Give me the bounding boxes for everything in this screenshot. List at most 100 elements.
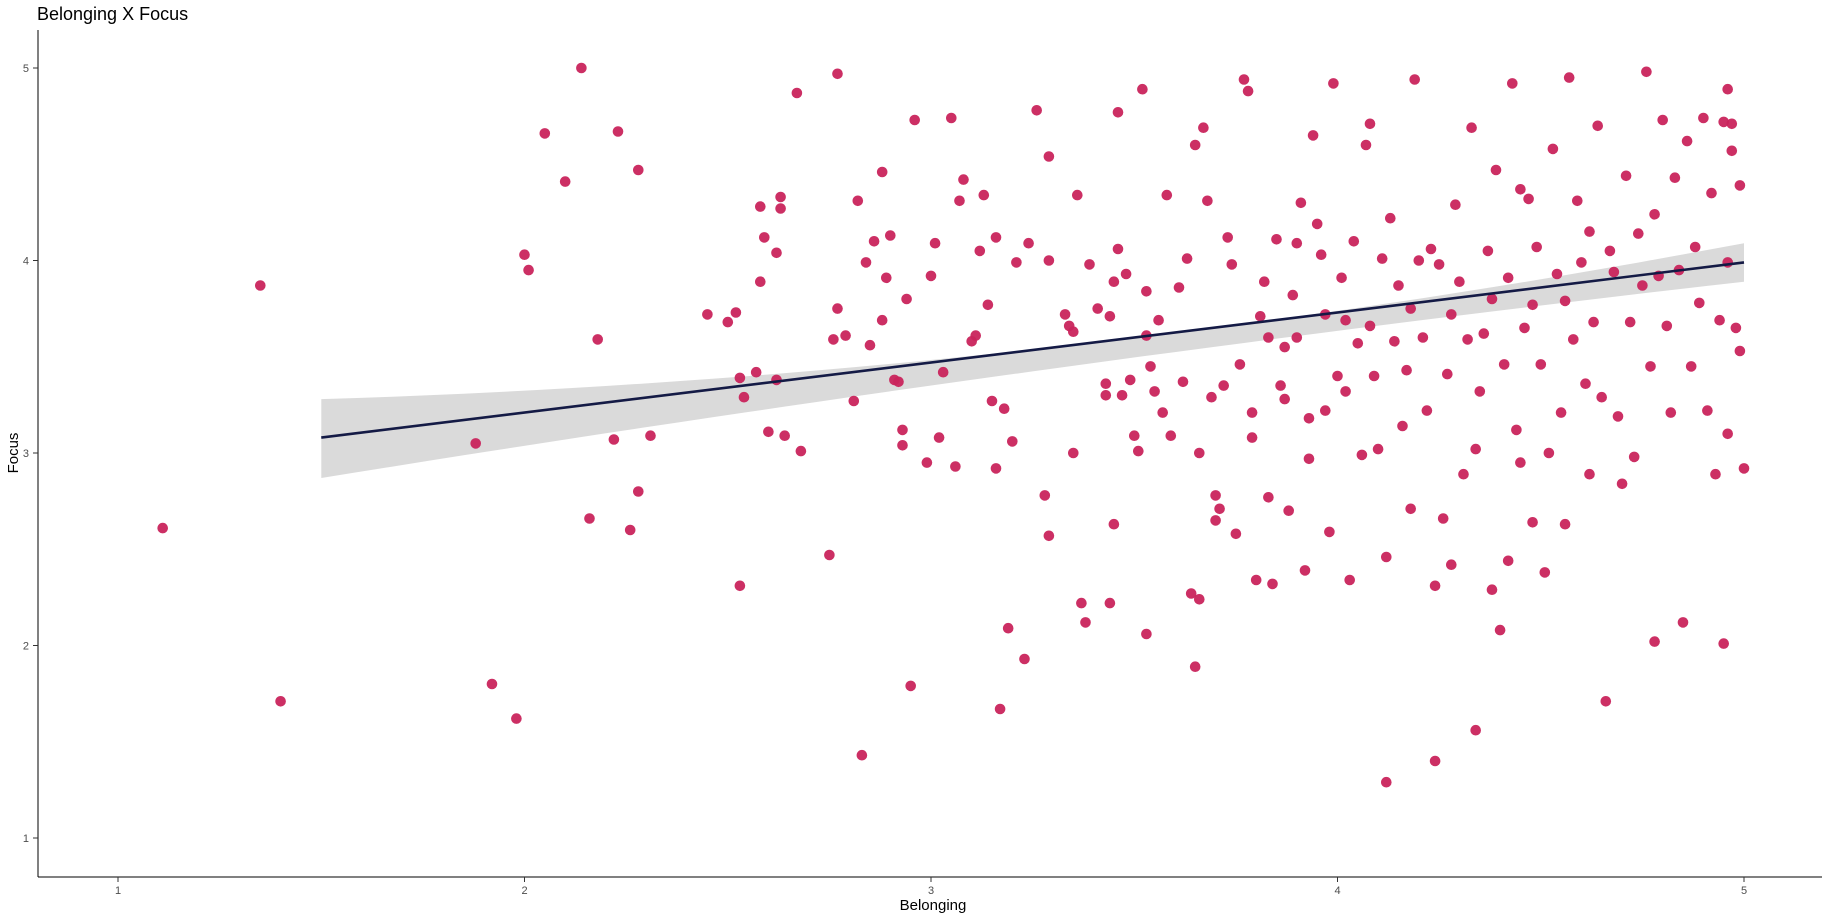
data-point: [486, 678, 498, 690]
data-point: [1490, 164, 1502, 176]
data-point: [1624, 316, 1636, 328]
data-point: [1267, 578, 1278, 590]
data-point: [1580, 378, 1591, 390]
data-point: [1364, 320, 1376, 332]
data-point: [1559, 518, 1571, 530]
data-point: [1181, 253, 1193, 264]
data-point: [885, 230, 896, 241]
data-point: [1376, 253, 1388, 264]
data-point: [1584, 226, 1595, 237]
x-tick-label: 2: [521, 885, 527, 897]
data-point: [1031, 105, 1042, 116]
data-point: [897, 440, 908, 451]
data-point: [1409, 74, 1420, 85]
data-point: [1661, 320, 1673, 332]
data-point: [1234, 359, 1246, 370]
data-point: [937, 366, 949, 378]
data-point: [771, 247, 782, 259]
data-point: [848, 395, 860, 407]
data-point: [1352, 338, 1364, 349]
data-point: [1681, 135, 1693, 147]
data-point: [1165, 430, 1177, 442]
data-point: [722, 316, 734, 328]
data-point: [864, 339, 876, 351]
data-point: [852, 195, 864, 207]
x-tick-label: 5: [1741, 885, 1747, 897]
data-point: [998, 403, 1010, 415]
data-point: [1320, 405, 1331, 416]
data-point: [1324, 526, 1335, 538]
data-point: [1100, 378, 1112, 390]
data-point: [1685, 361, 1697, 372]
data-point: [1665, 407, 1677, 418]
data-point: [775, 191, 786, 203]
data-point: [1039, 490, 1051, 501]
data-point: [876, 166, 888, 178]
data-point: [1718, 638, 1729, 649]
data-point: [905, 680, 916, 692]
data-point: [946, 112, 957, 124]
data-point: [1405, 503, 1416, 515]
data-point: [1730, 322, 1742, 334]
data-point: [1734, 180, 1746, 191]
data-point: [958, 174, 969, 185]
data-point: [856, 749, 868, 761]
data-point: [1315, 249, 1327, 260]
data-point: [702, 309, 713, 320]
data-point: [1206, 391, 1217, 403]
data-point: [1588, 316, 1599, 328]
data-point: [1364, 118, 1376, 130]
regression-line-layer: [321, 261, 1745, 439]
data-point: [633, 486, 644, 497]
data-point: [763, 426, 774, 438]
data-point: [1531, 241, 1542, 253]
data-point: [881, 272, 892, 284]
data-point: [1563, 72, 1575, 83]
data-point: [750, 366, 762, 378]
data-point: [1519, 322, 1530, 334]
data-point: [1527, 299, 1538, 311]
data-point: [1210, 490, 1221, 501]
data-point: [1405, 303, 1416, 314]
data-point: [1645, 361, 1656, 372]
y-axis-ticks: 1 2 3 4 5: [23, 63, 38, 845]
data-point: [1092, 303, 1103, 314]
data-point: [1600, 696, 1612, 707]
confidence-band: [321, 243, 1744, 478]
data-point: [1104, 311, 1116, 322]
data-point: [755, 201, 766, 212]
data-point: [1397, 420, 1408, 432]
data-point: [1340, 314, 1351, 326]
data-point: [559, 176, 571, 187]
data-point: [1576, 257, 1587, 268]
data-point: [860, 257, 872, 268]
data-point: [1596, 391, 1607, 403]
data-point: [730, 307, 742, 318]
data-point: [1429, 755, 1441, 767]
data-point: [1718, 116, 1729, 128]
data-point: [978, 189, 990, 201]
data-point: [1344, 574, 1355, 586]
data-point: [1108, 518, 1120, 530]
data-point: [840, 330, 851, 341]
data-point: [779, 430, 790, 442]
data-point: [1120, 268, 1132, 280]
data-point: [1246, 407, 1258, 418]
data-point: [828, 334, 839, 345]
data-point: [1385, 212, 1396, 224]
data-point: [933, 432, 945, 443]
data-point: [1112, 243, 1124, 255]
data-point: [1669, 172, 1681, 183]
data-point: [791, 87, 803, 99]
data-point: [994, 703, 1006, 715]
data-point: [893, 376, 904, 388]
data-point: [1535, 359, 1547, 370]
data-point: [1738, 463, 1750, 474]
data-point: [1226, 259, 1238, 270]
confidence-band-layer: [321, 243, 1744, 478]
data-point: [1242, 85, 1254, 97]
data-point: [1515, 184, 1526, 195]
data-point: [1502, 555, 1514, 567]
data-point: [1311, 218, 1323, 230]
data-point: [539, 128, 551, 139]
